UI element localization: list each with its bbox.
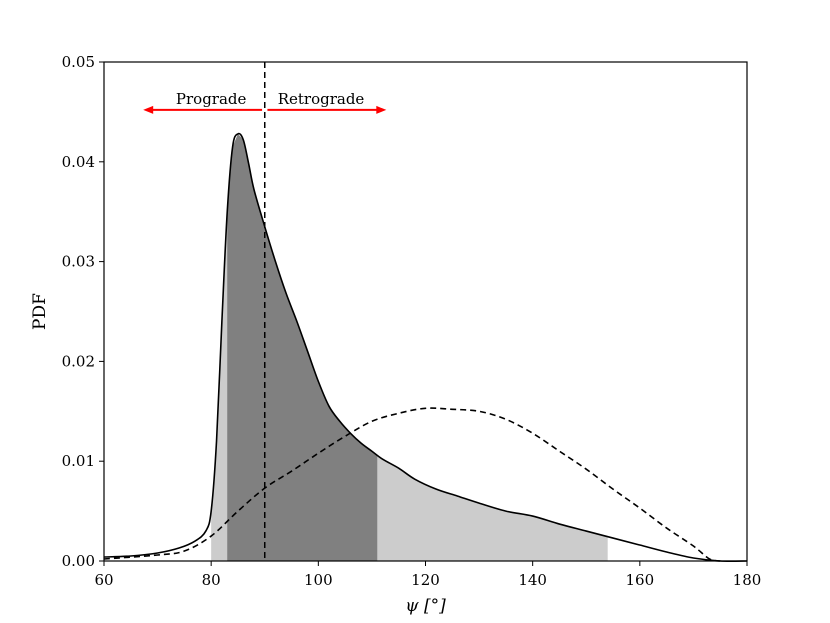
y-tick-label: 0.04 xyxy=(62,153,95,171)
y-tick-label: 0.02 xyxy=(62,352,95,370)
y-axis-label: PDF xyxy=(30,293,50,330)
y-tick-label: 0.03 xyxy=(62,253,95,271)
y-tick-label: 0.01 xyxy=(62,452,95,470)
x-tick-label: 180 xyxy=(733,571,762,589)
annotation-label-1: Prograde xyxy=(176,90,247,108)
x-tick-label: 140 xyxy=(518,571,547,589)
y-tick-label: 0.00 xyxy=(62,552,95,570)
curves xyxy=(103,132,748,563)
x-tick-label: 80 xyxy=(202,571,221,589)
y-axis-ticks: 0.00 0.01 0.02 0.03 0.04 0.05 xyxy=(62,53,104,570)
x-tick-label: 60 xyxy=(94,571,113,589)
x-tick-label: 100 xyxy=(304,571,333,589)
shaded-region-2 xyxy=(227,133,378,562)
y-tick-label: 0.05 xyxy=(62,53,95,71)
annotation-label-2: Retrograde xyxy=(278,90,365,108)
annotations: Prograde Retrograde xyxy=(143,90,387,114)
solid-curve xyxy=(103,132,748,563)
shaded-areas xyxy=(211,133,608,562)
x-tick-label: 120 xyxy=(411,571,440,589)
annotation-arrowhead-2 xyxy=(376,105,387,114)
x-tick-label: 160 xyxy=(626,571,655,589)
dashed-curve xyxy=(103,407,721,562)
x-axis-label: ψ [°] xyxy=(405,596,446,616)
x-axis-ticks: 60 80 100 120 140 160 180 xyxy=(94,561,761,589)
annotation-arrowhead-1 xyxy=(143,105,154,114)
